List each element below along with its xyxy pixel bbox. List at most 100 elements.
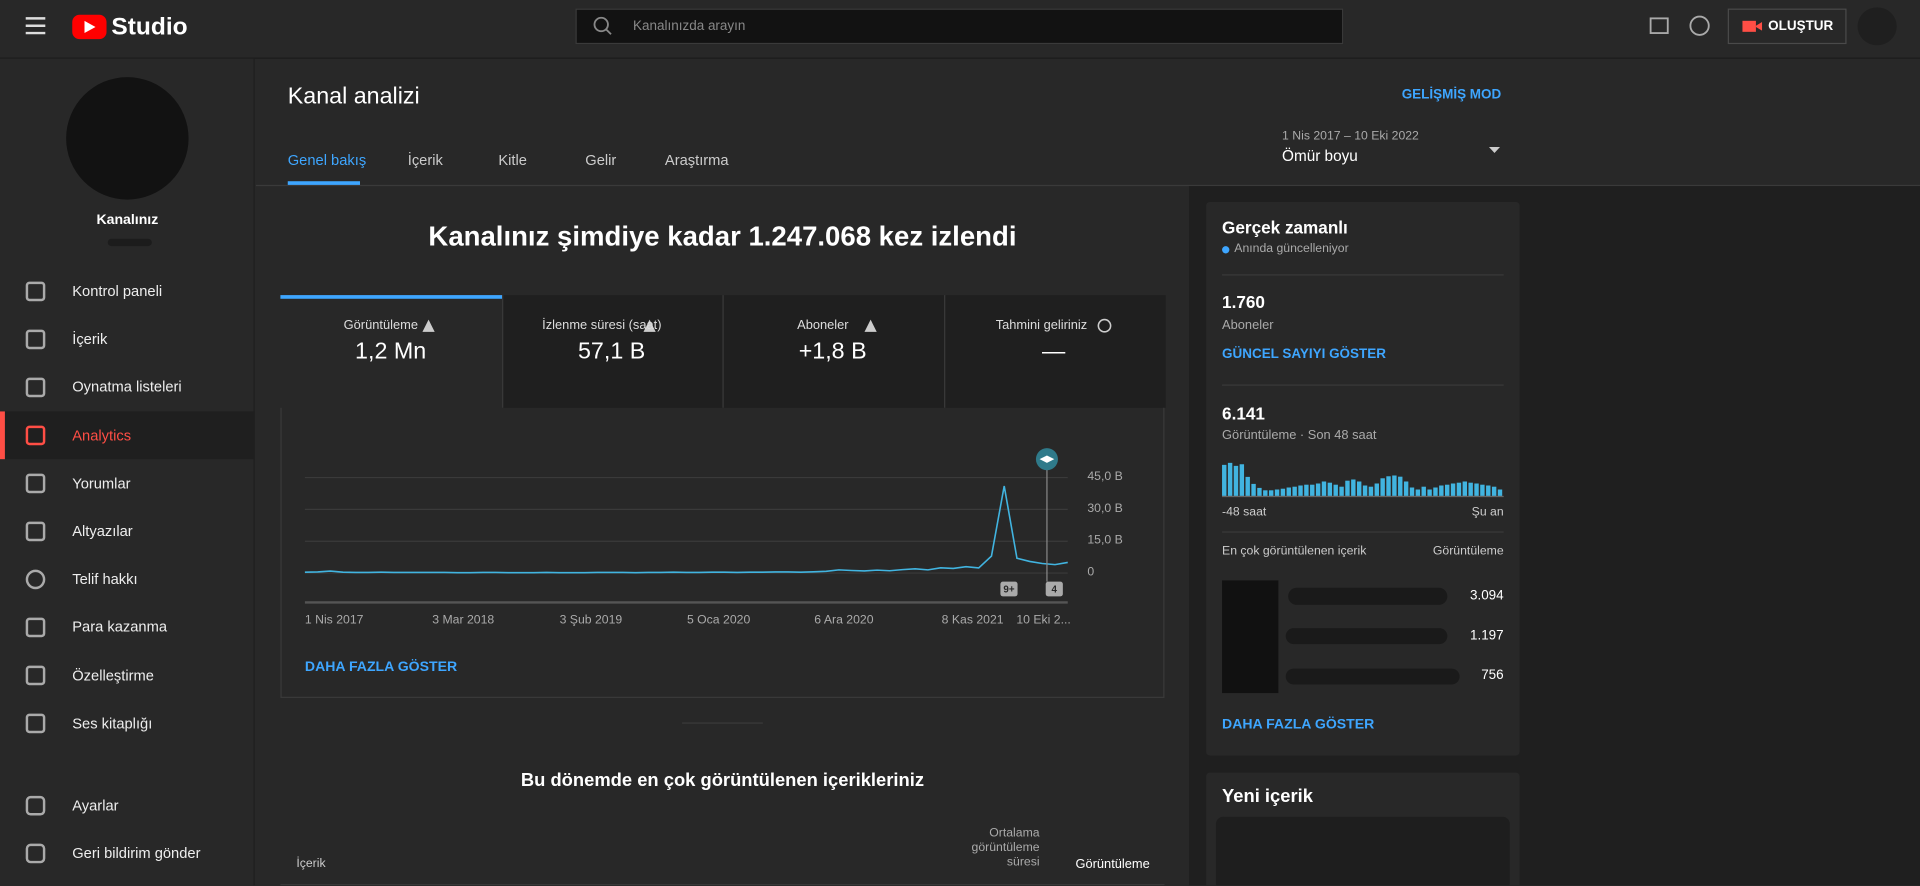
redacted xyxy=(1285,668,1460,685)
divider xyxy=(1222,531,1504,533)
sidebar-icon xyxy=(25,329,46,350)
bar xyxy=(1286,487,1291,496)
messages-icon xyxy=(1649,17,1669,34)
channel-avatar xyxy=(66,77,189,200)
bar xyxy=(1445,484,1450,496)
annotation-badge xyxy=(1045,581,1063,597)
sidebar-icon xyxy=(25,569,46,590)
bar xyxy=(1439,485,1444,496)
nav-item[interactable]: Para kazanma xyxy=(72,618,167,636)
list-header: En çok görüntülenen içerik xyxy=(1222,544,1367,559)
date-range: 1 Nis 2017 – 10 Eki 2022 xyxy=(1282,129,1419,144)
bar xyxy=(1227,462,1233,496)
nav-item[interactable]: İçerik xyxy=(72,330,108,348)
action-link[interactable]: GÜNCEL SAYIYI GÖSTER xyxy=(1222,347,1386,362)
bar xyxy=(1251,483,1256,496)
bar xyxy=(1497,489,1503,496)
annotation-badge xyxy=(1000,581,1018,597)
metric-tile[interactable] xyxy=(722,295,945,408)
bar xyxy=(1362,485,1368,496)
sidebar-icon xyxy=(25,795,46,816)
nav-item[interactable]: Oynatma listeleri xyxy=(72,378,182,396)
bar xyxy=(1433,487,1438,496)
row-value: 3.094 xyxy=(1469,588,1504,603)
warning-icon xyxy=(864,319,877,332)
tab[interactable]: Araştırma xyxy=(664,151,729,169)
line-series xyxy=(304,485,1068,574)
page-title: Kanal analizi xyxy=(287,84,420,110)
active-row[interactable] xyxy=(0,411,255,460)
search-icon xyxy=(593,16,609,33)
nav-item[interactable]: Altyazılar xyxy=(72,522,133,540)
divider xyxy=(682,722,763,724)
bar xyxy=(1222,464,1227,496)
channel-name: Kanalınız xyxy=(96,213,159,228)
warning-icon xyxy=(422,319,435,332)
bar xyxy=(1274,489,1280,496)
x-tick-label: 3 Şub 2019 xyxy=(559,613,623,627)
bar xyxy=(1374,483,1379,496)
bar xyxy=(1421,486,1426,496)
search-box[interactable] xyxy=(575,8,1344,45)
stat-label: Görüntüleme · Son 48 saat xyxy=(1222,428,1377,443)
sidebar-icon xyxy=(25,281,46,302)
metric-value: +1,8 B xyxy=(798,338,867,365)
bar xyxy=(1298,485,1303,496)
stat-label: Aboneler xyxy=(1222,318,1274,333)
show-more[interactable]: DAHA FAZLA GÖSTER xyxy=(304,660,458,675)
bar xyxy=(1462,481,1468,496)
search-input[interactable]: Kanalınızda arayın xyxy=(633,18,746,34)
nav-item[interactable]: Kontrol paneli xyxy=(72,282,163,300)
axis-label: Şu an xyxy=(1471,505,1504,520)
nav-item[interactable]: Geri bildirim gönder xyxy=(72,844,201,862)
advanced-mode[interactable]: GELİŞMİŞ MOD xyxy=(1401,87,1502,103)
show-more[interactable]: DAHA FAZLA GÖSTER xyxy=(1222,717,1375,733)
metric-tile[interactable] xyxy=(943,295,1166,408)
sidebar-icon xyxy=(25,843,46,864)
create-button-label[interactable]: OLUŞTUR xyxy=(1768,18,1834,34)
metric-tile[interactable] xyxy=(280,295,503,408)
bar xyxy=(1263,490,1268,496)
metric-tile[interactable] xyxy=(501,295,724,408)
tab[interactable]: İçerik xyxy=(407,151,443,169)
metric-value: — xyxy=(1042,338,1066,365)
x-tick-label: 5 Oca 2020 xyxy=(686,613,751,627)
thumbnail xyxy=(1222,580,1279,694)
redacted xyxy=(1288,587,1448,605)
annotation: 4 xyxy=(1052,585,1058,596)
nav-item[interactable]: Analytics xyxy=(72,426,132,444)
nav-item[interactable]: Ayarlar xyxy=(72,796,119,815)
redacted xyxy=(1285,628,1448,645)
create-button[interactable] xyxy=(1727,8,1847,45)
bar xyxy=(1368,486,1374,496)
bar xyxy=(1415,489,1421,496)
metric-label: Tahmini geliriniz xyxy=(995,318,1088,333)
bar xyxy=(1392,475,1397,496)
tab[interactable]: Kitle xyxy=(498,151,527,169)
sidebar-icon xyxy=(25,473,46,494)
status: Anında güncelleniyor xyxy=(1234,242,1349,256)
logo-play xyxy=(84,20,96,34)
period-select[interactable]: Ömür boyu xyxy=(1282,147,1358,165)
bar xyxy=(1315,483,1321,496)
clock-icon xyxy=(1097,318,1112,333)
bar xyxy=(1403,481,1409,496)
account-avatar[interactable] xyxy=(1857,7,1897,46)
nav-item[interactable]: Telif hakkı xyxy=(72,570,138,588)
x-tick-label: 3 Mar 2018 xyxy=(432,613,495,627)
annotation: 9+ xyxy=(1003,585,1014,596)
nav-item[interactable]: Özelleştirme xyxy=(72,666,154,684)
tab[interactable]: Gelir xyxy=(585,151,617,169)
y-tick-label: 30,0 B xyxy=(1087,502,1123,516)
tab[interactable]: Genel bakış xyxy=(287,151,367,169)
bar xyxy=(1468,482,1473,496)
nav-item[interactable]: Yorumlar xyxy=(72,474,131,492)
redacted xyxy=(107,238,152,247)
column-header: Ortalama görüntüleme süresi xyxy=(971,826,1040,870)
create-icon xyxy=(1742,20,1756,32)
bar xyxy=(1304,484,1309,496)
row-value: 756 xyxy=(1481,667,1504,683)
divider xyxy=(1222,384,1504,386)
create-icon xyxy=(1755,22,1763,31)
nav-item[interactable]: Ses kitaplığı xyxy=(72,714,153,732)
